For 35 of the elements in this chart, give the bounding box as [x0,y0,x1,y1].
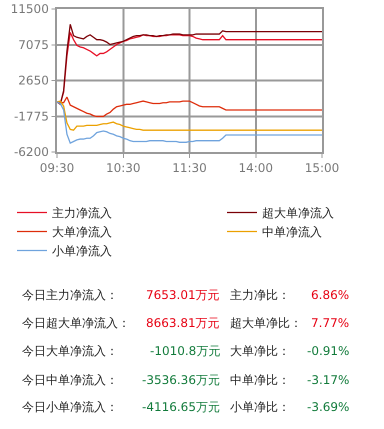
text: -3.17% [307,373,350,387]
text: 8663.81万元 [146,316,220,330]
text: -3536.36万元 [142,373,220,387]
y-tick-label: -1775 [14,109,49,124]
legend-label: 超大单净流入 [262,206,334,220]
text: -3.69% [307,400,350,414]
text: 主力净比： [230,288,290,302]
y-tick-label: -6200 [14,145,49,160]
y-tick-label: 7075 [18,38,49,52]
text: 中单净比： [230,373,290,387]
text: 6.86% [311,288,350,302]
text: 超大单净比： [230,316,302,330]
legend-label: 中单净流入 [262,225,322,240]
x-tick-label: 11:30 [172,161,207,176]
text: 今日大单净流入： [22,344,118,358]
legend-label: 主力净流入 [52,206,112,220]
legend-label: 小单净流入 [52,244,112,258]
legend-label: 大单净流入 [52,225,112,240]
text: -0.91% [307,344,350,358]
text: -1010.8万元 [150,344,220,358]
text: 今日小单净流入： [22,400,118,414]
x-tick-label: 09:30 [40,161,74,176]
text: -4116.65万元 [142,400,220,414]
text: 小单净比： [230,400,290,414]
text: 今日主力净流入： [22,288,118,302]
text: 7.77% [311,316,350,330]
x-tick-label: 15:00 [304,161,340,176]
text: 7653.01万元 [146,288,220,302]
x-tick-label: 14:00 [238,161,274,176]
text: 今日超大单净流入： [22,316,130,330]
y-tick-label: 11500 [10,2,49,16]
y-tick-label: 2650 [18,74,49,88]
x-tick-label: 10:30 [106,161,141,176]
text: 今日中单净流入： [22,373,118,387]
text: 大单净比： [230,344,290,358]
